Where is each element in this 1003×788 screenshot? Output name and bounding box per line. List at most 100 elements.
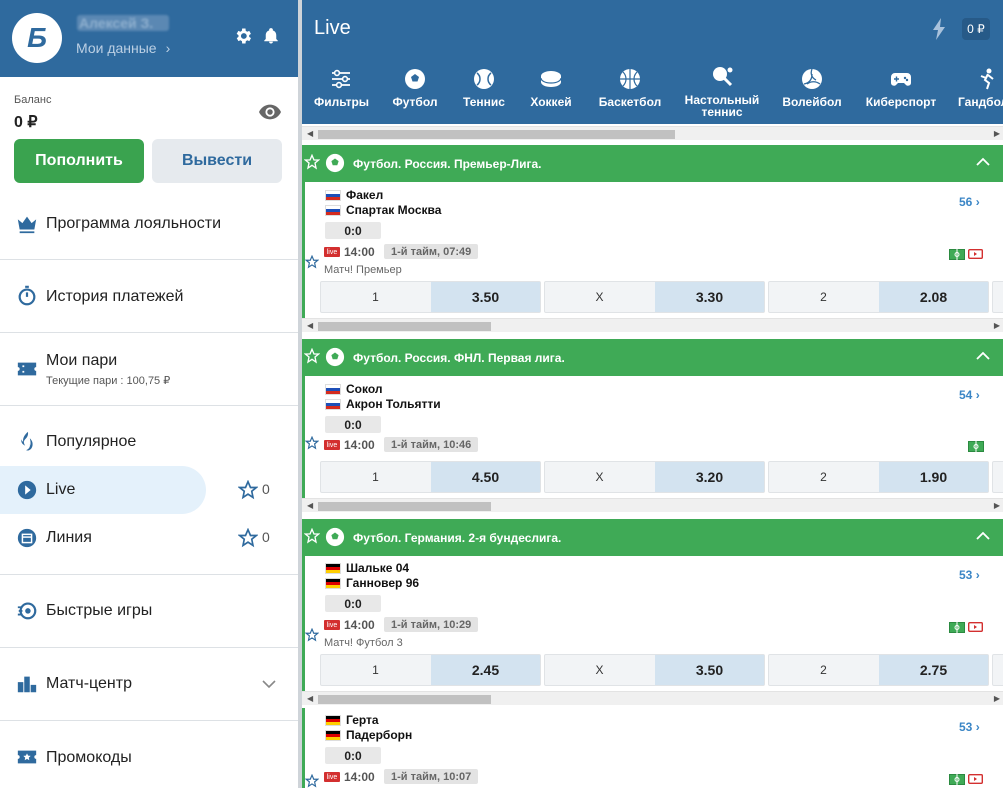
scroll-right-icon[interactable]: ▶ [993, 129, 1000, 138]
more-markets-link[interactable]: 53 › [959, 568, 980, 582]
star-outline-icon[interactable] [304, 528, 320, 544]
away-team: Акрон Тольятти [325, 397, 441, 411]
user-name[interactable]: Алексей З. [77, 15, 169, 31]
football-icon [325, 527, 345, 547]
scrollbar-thumb[interactable] [318, 130, 675, 139]
star-outline-icon[interactable] [305, 436, 319, 450]
sidebar-item-bets[interactable]: Мои пари Текущие пари : 100,75 ₽ [0, 344, 298, 394]
league-header[interactable]: Футбол. Россия. ФНЛ. Первая лига. [302, 339, 1003, 376]
panel-divider[interactable] [298, 0, 302, 788]
odd-button-2[interactable]: 2 2.08 [768, 281, 989, 313]
odd-button-x[interactable]: X 3.20 [544, 461, 765, 493]
odd-button-1[interactable]: 1 2.45 [320, 654, 541, 686]
eye-icon[interactable] [259, 104, 281, 120]
sport-tab-table-tennis[interactable]: Настольный теннис [684, 66, 760, 118]
star-outline-icon[interactable] [304, 154, 320, 170]
chevron-up-icon[interactable] [976, 531, 990, 541]
withdraw-button[interactable]: Вывести [152, 139, 282, 183]
home-team-name: Шальке 04 [346, 561, 410, 575]
divider [0, 405, 298, 406]
pitch-icon[interactable] [968, 441, 984, 452]
more-markets-link[interactable]: 53 › [959, 720, 980, 734]
odd-button-1[interactable]: 1 3.50 [320, 281, 541, 313]
sports-scrollbar[interactable]: ◀ ▶ [302, 126, 1003, 140]
sport-tab-basketball[interactable]: Баскетбол [597, 68, 663, 108]
star-outline-icon[interactable] [304, 348, 320, 364]
sidebar-item-payments[interactable]: История платежей [0, 278, 298, 316]
league-name: Футбол. Россия. ФНЛ. Первая лига. [353, 351, 565, 365]
sport-tab-hockey[interactable]: Хоккей [526, 68, 576, 108]
scroll-left-icon[interactable]: ◀ [307, 501, 314, 510]
away-team: Спартак Москва [325, 203, 441, 217]
my-data-link[interactable]: Мои данные › [76, 40, 170, 56]
header-balance[interactable]: 0 ₽ [962, 18, 990, 40]
pitch-icon[interactable] [949, 774, 965, 785]
odd-button-2[interactable]: 2 2.75 [768, 654, 989, 686]
deposit-button[interactable]: Пополнить [14, 139, 144, 183]
event-row[interactable]: Факел Спартак Москва 56 › 0:0 live 14:00… [302, 182, 1003, 319]
more-markets-link[interactable]: 54 › [959, 388, 980, 402]
league-header[interactable]: Футбол. Россия. Премьер-Лига. [302, 145, 1003, 182]
star-outline-icon[interactable] [305, 774, 319, 788]
sport-tab-filters[interactable]: Фильтры [314, 68, 369, 108]
scroll-left-icon[interactable]: ◀ [307, 321, 314, 330]
odd-button-more[interactable] [992, 654, 1003, 686]
broadcast-channel: Матч! Футбол 3 [324, 637, 403, 649]
sport-tab-handball[interactable]: Гандбол [958, 68, 1003, 108]
odd-button-x[interactable]: X 3.30 [544, 281, 765, 313]
live-favorites-count: 0 [262, 481, 270, 497]
chevron-up-icon[interactable] [976, 351, 990, 361]
scroll-left-icon[interactable]: ◀ [307, 129, 314, 138]
star-outline-icon[interactable] [305, 255, 319, 269]
logo[interactable]: Б [12, 13, 62, 63]
tv-icon[interactable] [968, 249, 983, 260]
match-time: 14:00 [344, 438, 375, 452]
event-row[interactable]: Герта Падерборн 53 › 0:0 live 14:00 1-й … [302, 708, 1003, 788]
sidebar-item-loyalty[interactable]: Программа лояльности [0, 205, 298, 243]
bell-icon[interactable] [262, 26, 280, 46]
odd-button-1[interactable]: 1 4.50 [320, 461, 541, 493]
league-header[interactable]: Футбол. Германия. 2-я бундеслига. [302, 519, 1003, 556]
scrollbar-thumb[interactable] [318, 695, 491, 704]
scroll-right-icon[interactable]: ▶ [993, 501, 1000, 510]
odd-button-2[interactable]: 2 1.90 [768, 461, 989, 493]
sport-tab-tennis[interactable]: Теннис [459, 68, 509, 108]
scroll-right-icon[interactable]: ▶ [993, 694, 1000, 703]
tv-icon[interactable] [968, 774, 983, 785]
scroll-right-icon[interactable]: ▶ [993, 321, 1000, 330]
chevron-down-icon[interactable] [262, 679, 276, 689]
odd-button-x[interactable]: X 3.50 [544, 654, 765, 686]
chevron-up-icon[interactable] [976, 157, 990, 167]
flag-germany-icon [325, 729, 341, 741]
odds-scrollbar[interactable]: ◀ ▶ [302, 318, 1003, 332]
more-markets-link[interactable]: 56 › [959, 195, 980, 209]
odds-scrollbar[interactable]: ◀ ▶ [302, 691, 1003, 705]
event-row[interactable]: Сокол Акрон Тольятти 54 › 0:0 live 14:00… [302, 376, 1003, 499]
sport-tab-esports[interactable]: Киберспорт [864, 68, 938, 108]
sidebar-item-popular[interactable]: Популярное [0, 423, 298, 461]
sport-tab-football[interactable]: Футбол [390, 68, 440, 108]
sidebar-item-match-center[interactable]: Матч-центр [0, 665, 298, 703]
scroll-left-icon[interactable]: ◀ [307, 694, 314, 703]
event-row[interactable]: Шальке 04 Ганновер 96 53 › 0:0 live 14:0… [302, 556, 1003, 692]
lightning-icon[interactable] [932, 18, 946, 40]
away-team: Падерборн [325, 728, 412, 742]
star-outline-icon[interactable] [238, 480, 258, 500]
scrollbar-thumb[interactable] [318, 502, 491, 511]
scrollbar-thumb[interactable] [318, 322, 491, 331]
sidebar-item-line[interactable]: Линия [0, 518, 298, 556]
sidebar-item-live[interactable]: Live [0, 466, 206, 514]
tv-icon[interactable] [968, 622, 983, 633]
odd-button-more[interactable] [992, 461, 1003, 493]
gear-icon[interactable] [233, 26, 253, 46]
pitch-icon[interactable] [949, 622, 965, 633]
odd-button-more[interactable] [992, 281, 1003, 313]
pitch-icon[interactable] [949, 249, 965, 260]
odds-scrollbar[interactable]: ◀ ▶ [302, 498, 1003, 512]
more-markets-count: 53 [959, 568, 973, 582]
star-outline-icon[interactable] [238, 528, 258, 548]
sidebar-item-promo[interactable]: Промокоды [0, 738, 298, 776]
sidebar-item-quick-games[interactable]: Быстрые игры [0, 592, 298, 630]
star-outline-icon[interactable] [305, 628, 319, 642]
sport-tab-volleyball[interactable]: Волейбол [779, 68, 845, 108]
